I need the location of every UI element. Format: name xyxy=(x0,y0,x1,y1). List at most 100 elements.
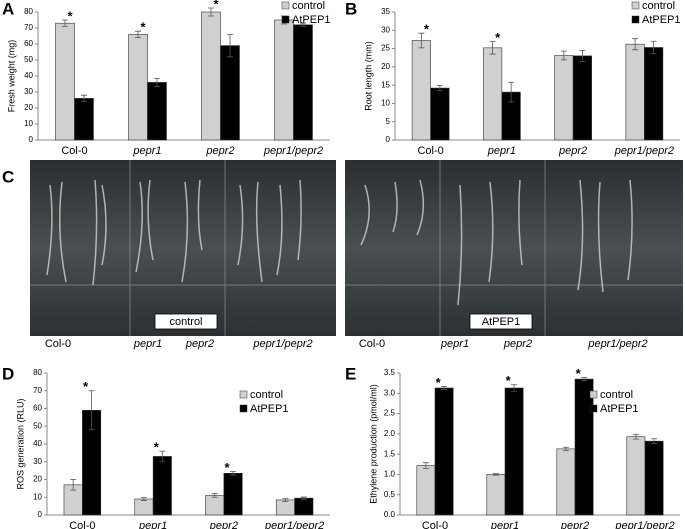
bar xyxy=(220,45,240,141)
y-tick-label: 1.0 xyxy=(384,470,396,479)
photo-atpep1 xyxy=(345,160,683,336)
x-tick-label: pepr2 xyxy=(209,520,238,529)
error-bar xyxy=(88,390,95,431)
significance: * xyxy=(576,366,582,381)
y-tick-label: 50 xyxy=(33,421,42,430)
y-tick-label: 10 xyxy=(33,492,42,501)
legend-swatch xyxy=(589,404,598,413)
legend-swatch xyxy=(239,404,248,413)
photo-category: pepr1/pepr2 xyxy=(252,338,312,350)
legend-swatch xyxy=(631,15,640,24)
y-tick-label: 40 xyxy=(24,71,33,80)
x-tick-label: pepr1/pepr2 xyxy=(614,520,674,529)
significance: * xyxy=(154,440,160,455)
photo-category: pepr2 xyxy=(185,338,214,350)
bar xyxy=(128,34,148,141)
roots xyxy=(46,179,633,306)
error-bar xyxy=(579,50,586,62)
y-tick-label: 30 xyxy=(381,25,390,34)
error-bar xyxy=(511,384,518,392)
y-tick-label: 80 xyxy=(24,7,33,16)
y-tick-label: 10 xyxy=(24,119,33,128)
significance: * xyxy=(436,375,442,390)
x-tick-label: pepr1/pepr2 xyxy=(264,520,324,529)
photo-caption: AtPEP1 xyxy=(482,316,521,328)
legend-label: AtPEP1 xyxy=(292,14,331,26)
y-tick-label: 0 xyxy=(38,510,43,519)
y-tick-label: 0.5 xyxy=(384,490,396,499)
x-tick-label: pepr1 xyxy=(132,145,161,157)
bar xyxy=(556,448,576,516)
bar xyxy=(434,387,454,516)
x-tick-label: Col-0 xyxy=(417,145,443,157)
y-tick-label: 3.5 xyxy=(384,368,396,377)
legend-label: control xyxy=(600,389,633,401)
error-bar xyxy=(226,34,233,58)
y-tick-label: 25 xyxy=(381,44,390,53)
bar xyxy=(416,465,436,516)
y-tick-label: 70 xyxy=(33,386,42,395)
error-bar xyxy=(282,498,289,502)
error-bar xyxy=(436,85,443,92)
error-bar xyxy=(422,462,429,469)
photo-category: Col-0 xyxy=(359,338,385,350)
error-bar xyxy=(211,493,218,498)
error-bar xyxy=(418,32,425,49)
x-tick-label: Col-0 xyxy=(422,520,448,529)
legend-label: AtPEP1 xyxy=(250,403,289,415)
y-tick-label: 2.0 xyxy=(384,429,396,438)
error-bar xyxy=(651,438,658,444)
error-bar xyxy=(650,40,657,55)
bar xyxy=(574,378,594,516)
photo-category: pepr1/pepr2 xyxy=(587,338,647,350)
error-bar xyxy=(489,41,496,55)
significance: * xyxy=(213,0,219,11)
y-tick-label: 80 xyxy=(33,368,42,377)
error-bar xyxy=(62,19,69,27)
error-bar xyxy=(632,38,639,51)
bar xyxy=(134,498,154,516)
significance: * xyxy=(140,20,146,35)
bar xyxy=(275,499,295,516)
y-tick-label: 35 xyxy=(381,7,390,16)
x-tick-label: pepr2 xyxy=(558,145,587,157)
bar xyxy=(55,22,75,141)
y-tick-label: 20 xyxy=(381,62,390,71)
bar xyxy=(205,495,225,516)
bar xyxy=(625,43,645,141)
error-bar xyxy=(230,471,237,476)
error-bar xyxy=(300,496,307,500)
bar xyxy=(572,55,592,141)
bar xyxy=(554,55,574,141)
y-axis-label: ROS generation (RLU) xyxy=(15,398,25,489)
photo-caption: control xyxy=(169,316,202,328)
legend-label: control xyxy=(292,0,325,12)
legend-label: AtPEP1 xyxy=(600,403,639,415)
legend-swatch xyxy=(281,15,290,24)
error-bar xyxy=(581,377,588,382)
bar xyxy=(294,497,314,516)
bar xyxy=(430,87,450,141)
panel-label: D xyxy=(2,364,14,383)
y-tick-label: 60 xyxy=(33,404,42,413)
significance: * xyxy=(67,8,73,23)
bar xyxy=(411,40,431,141)
bar xyxy=(626,436,646,516)
y-tick-label: 0 xyxy=(29,135,34,144)
x-tick-label: Col-0 xyxy=(61,145,87,157)
bar xyxy=(147,82,167,141)
legend-swatch xyxy=(281,1,290,10)
y-tick-label: 10 xyxy=(381,99,390,108)
y-tick-label: 70 xyxy=(24,23,33,32)
bar xyxy=(504,387,524,516)
panel-label: C xyxy=(2,167,14,186)
legend-label: control xyxy=(642,0,675,12)
bar xyxy=(483,47,503,141)
bar xyxy=(152,456,172,516)
x-tick-label: pepr1 xyxy=(490,520,519,529)
legend-swatch xyxy=(239,390,248,399)
plate-grid xyxy=(30,160,683,336)
y-axis-label: Root length (mm) xyxy=(363,41,373,111)
y-axis-label: Ethylene production (pmol/ml) xyxy=(368,384,378,504)
